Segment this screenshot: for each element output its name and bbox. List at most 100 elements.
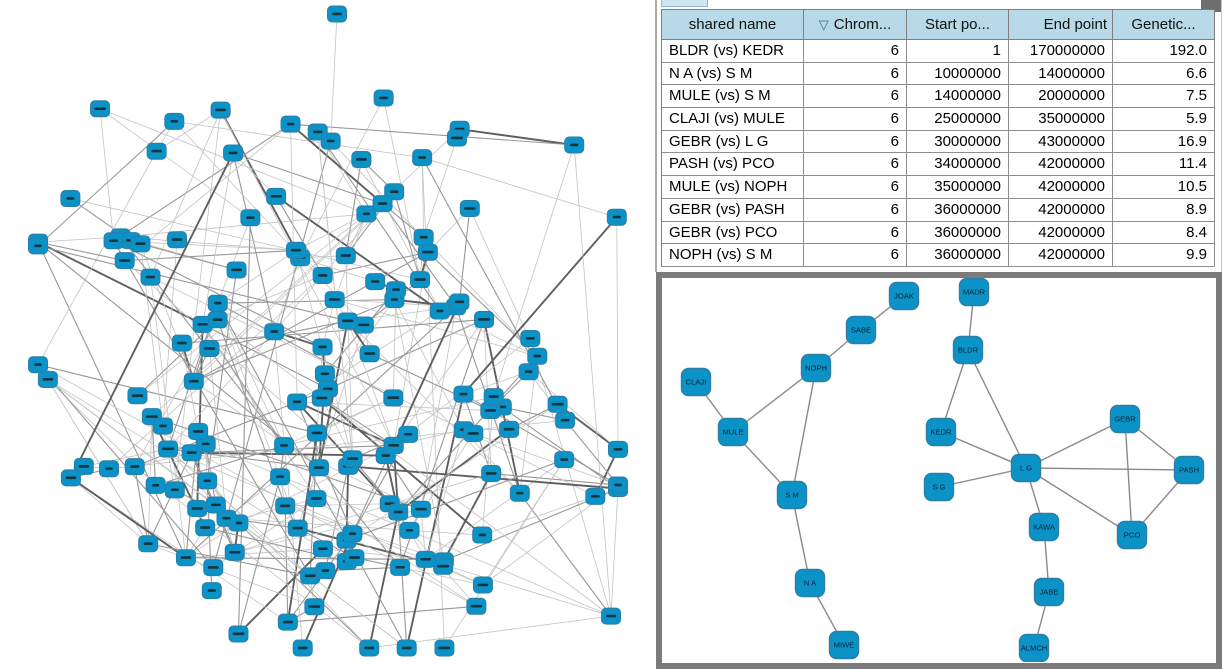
network-node[interactable] bbox=[205, 496, 226, 514]
network-node[interactable] bbox=[60, 469, 81, 487]
network-node[interactable] bbox=[60, 190, 81, 208]
network-node[interactable] bbox=[509, 484, 530, 502]
network-node[interactable] bbox=[103, 232, 124, 250]
network-node[interactable] bbox=[266, 187, 287, 205]
network-node[interactable] bbox=[240, 209, 261, 227]
network-node[interactable] bbox=[114, 252, 135, 270]
network-node[interactable] bbox=[203, 559, 224, 577]
network-node[interactable] bbox=[412, 149, 433, 167]
network-node[interactable] bbox=[264, 323, 285, 341]
network-node[interactable] bbox=[474, 311, 495, 329]
network-node[interactable] bbox=[463, 425, 484, 443]
network-node[interactable] bbox=[312, 267, 333, 285]
network-node[interactable] bbox=[152, 417, 173, 435]
network-node[interactable] bbox=[608, 440, 628, 458]
network-node[interactable] bbox=[312, 338, 333, 356]
network-node[interactable] bbox=[207, 294, 228, 312]
overview-network-panel[interactable]: JOAK MADR SABE NOPH BLDR CLAJI MULE KEDR GEBR L G… bbox=[656, 272, 1222, 669]
network-node[interactable] bbox=[415, 550, 436, 568]
network-node[interactable] bbox=[287, 519, 308, 537]
network-node[interactable] bbox=[555, 411, 576, 429]
network-node[interactable] bbox=[608, 476, 628, 494]
network-node[interactable] bbox=[564, 136, 585, 154]
network-node[interactable] bbox=[410, 271, 431, 289]
network-node[interactable] bbox=[359, 345, 380, 363]
column-header-start-po-[interactable]: Start po... bbox=[907, 10, 1009, 40]
network-node[interactable] bbox=[312, 540, 333, 558]
network-node[interactable] bbox=[216, 509, 237, 527]
network-node[interactable] bbox=[399, 521, 420, 539]
network-node-bldr[interactable]: BLDR bbox=[952, 335, 984, 365]
network-node[interactable] bbox=[466, 597, 487, 615]
network-node[interactable] bbox=[130, 235, 151, 253]
network-node[interactable] bbox=[308, 459, 329, 477]
table-row[interactable]: MULE (vs) NOPH 6 35000000 42000000 10.5 bbox=[662, 176, 1215, 199]
network-node[interactable] bbox=[446, 129, 467, 147]
network-node[interactable] bbox=[385, 281, 406, 299]
network-node[interactable] bbox=[158, 440, 179, 458]
network-node[interactable] bbox=[73, 457, 94, 475]
network-node[interactable] bbox=[324, 291, 345, 309]
network-node[interactable] bbox=[287, 393, 308, 411]
network-node[interactable] bbox=[311, 389, 332, 407]
table-row[interactable]: GEBR (vs) PCO 6 36000000 42000000 8.4 bbox=[662, 221, 1215, 245]
network-node[interactable] bbox=[286, 241, 307, 259]
network-node[interactable] bbox=[459, 200, 480, 218]
network-node[interactable] bbox=[226, 261, 247, 279]
network-node[interactable] bbox=[483, 388, 504, 406]
column-header-genetic-[interactable]: Genetic... bbox=[1113, 10, 1215, 40]
network-node[interactable] bbox=[433, 557, 454, 575]
network-node-mule[interactable]: MULE bbox=[717, 417, 749, 447]
network-node[interactable] bbox=[472, 526, 493, 544]
network-node[interactable] bbox=[164, 481, 185, 499]
network-node[interactable] bbox=[138, 535, 159, 553]
network-node[interactable] bbox=[274, 437, 295, 455]
network-node[interactable] bbox=[434, 639, 455, 657]
network-node-almch[interactable]: ALMCH bbox=[1018, 633, 1050, 662]
table-row[interactable]: MULE (vs) S M 6 14000000 20000000 7.5 bbox=[662, 85, 1215, 109]
network-node[interactable] bbox=[547, 395, 568, 413]
network-node[interactable] bbox=[453, 385, 474, 403]
network-node[interactable] bbox=[306, 424, 327, 442]
network-node-n-a[interactable]: N A bbox=[794, 568, 826, 598]
network-node[interactable] bbox=[127, 387, 148, 405]
sort-filter-icon[interactable]: ▽ bbox=[818, 17, 829, 32]
network-node-pco[interactable]: PCO bbox=[1116, 520, 1148, 550]
network-node[interactable] bbox=[37, 370, 58, 388]
network-node-jabe[interactable]: JABE bbox=[1033, 577, 1065, 607]
network-node[interactable] bbox=[164, 112, 185, 130]
network-node[interactable] bbox=[398, 425, 419, 443]
network-node-miwe[interactable]: MIWE bbox=[828, 630, 860, 660]
network-node-kedr[interactable]: KEDR bbox=[925, 417, 957, 447]
column-header-end-point[interactable]: End point bbox=[1009, 10, 1113, 40]
table-row[interactable]: GEBR (vs) L G 6 30000000 43000000 16.9 bbox=[662, 130, 1215, 154]
network-node[interactable] bbox=[499, 420, 520, 438]
network-node[interactable] bbox=[372, 195, 393, 213]
network-node[interactable] bbox=[270, 468, 291, 486]
network-node-s-m[interactable]: S M bbox=[776, 480, 808, 510]
network-node[interactable] bbox=[90, 100, 111, 118]
network-node[interactable] bbox=[228, 625, 249, 643]
network-node[interactable] bbox=[365, 273, 386, 291]
network-node[interactable] bbox=[124, 458, 145, 476]
table-row[interactable]: GEBR (vs) PASH 6 36000000 42000000 8.9 bbox=[662, 198, 1215, 222]
network-node[interactable] bbox=[518, 363, 539, 381]
network-node[interactable] bbox=[99, 460, 120, 478]
network-node[interactable] bbox=[195, 519, 216, 537]
table-row[interactable]: BLDR (vs) KEDR 6 1 170000000 192.0 bbox=[662, 40, 1215, 63]
network-node-noph[interactable]: NOPH bbox=[800, 353, 832, 383]
network-node[interactable] bbox=[223, 144, 244, 162]
network-node[interactable] bbox=[554, 451, 575, 469]
network-node[interactable] bbox=[373, 89, 394, 107]
network-node[interactable] bbox=[304, 598, 325, 616]
network-node[interactable] bbox=[275, 497, 296, 515]
network-node[interactable] bbox=[224, 543, 245, 561]
table-row[interactable]: CLAJI (vs) MULE 6 25000000 35000000 5.9 bbox=[662, 108, 1215, 131]
network-node[interactable] bbox=[520, 329, 541, 347]
network-node[interactable] bbox=[315, 562, 336, 580]
network-node-madr[interactable]: MADR bbox=[958, 278, 990, 307]
network-node[interactable] bbox=[183, 372, 204, 390]
network-node[interactable] bbox=[188, 422, 209, 440]
network-node[interactable] bbox=[383, 389, 404, 407]
network-node[interactable] bbox=[199, 339, 220, 357]
